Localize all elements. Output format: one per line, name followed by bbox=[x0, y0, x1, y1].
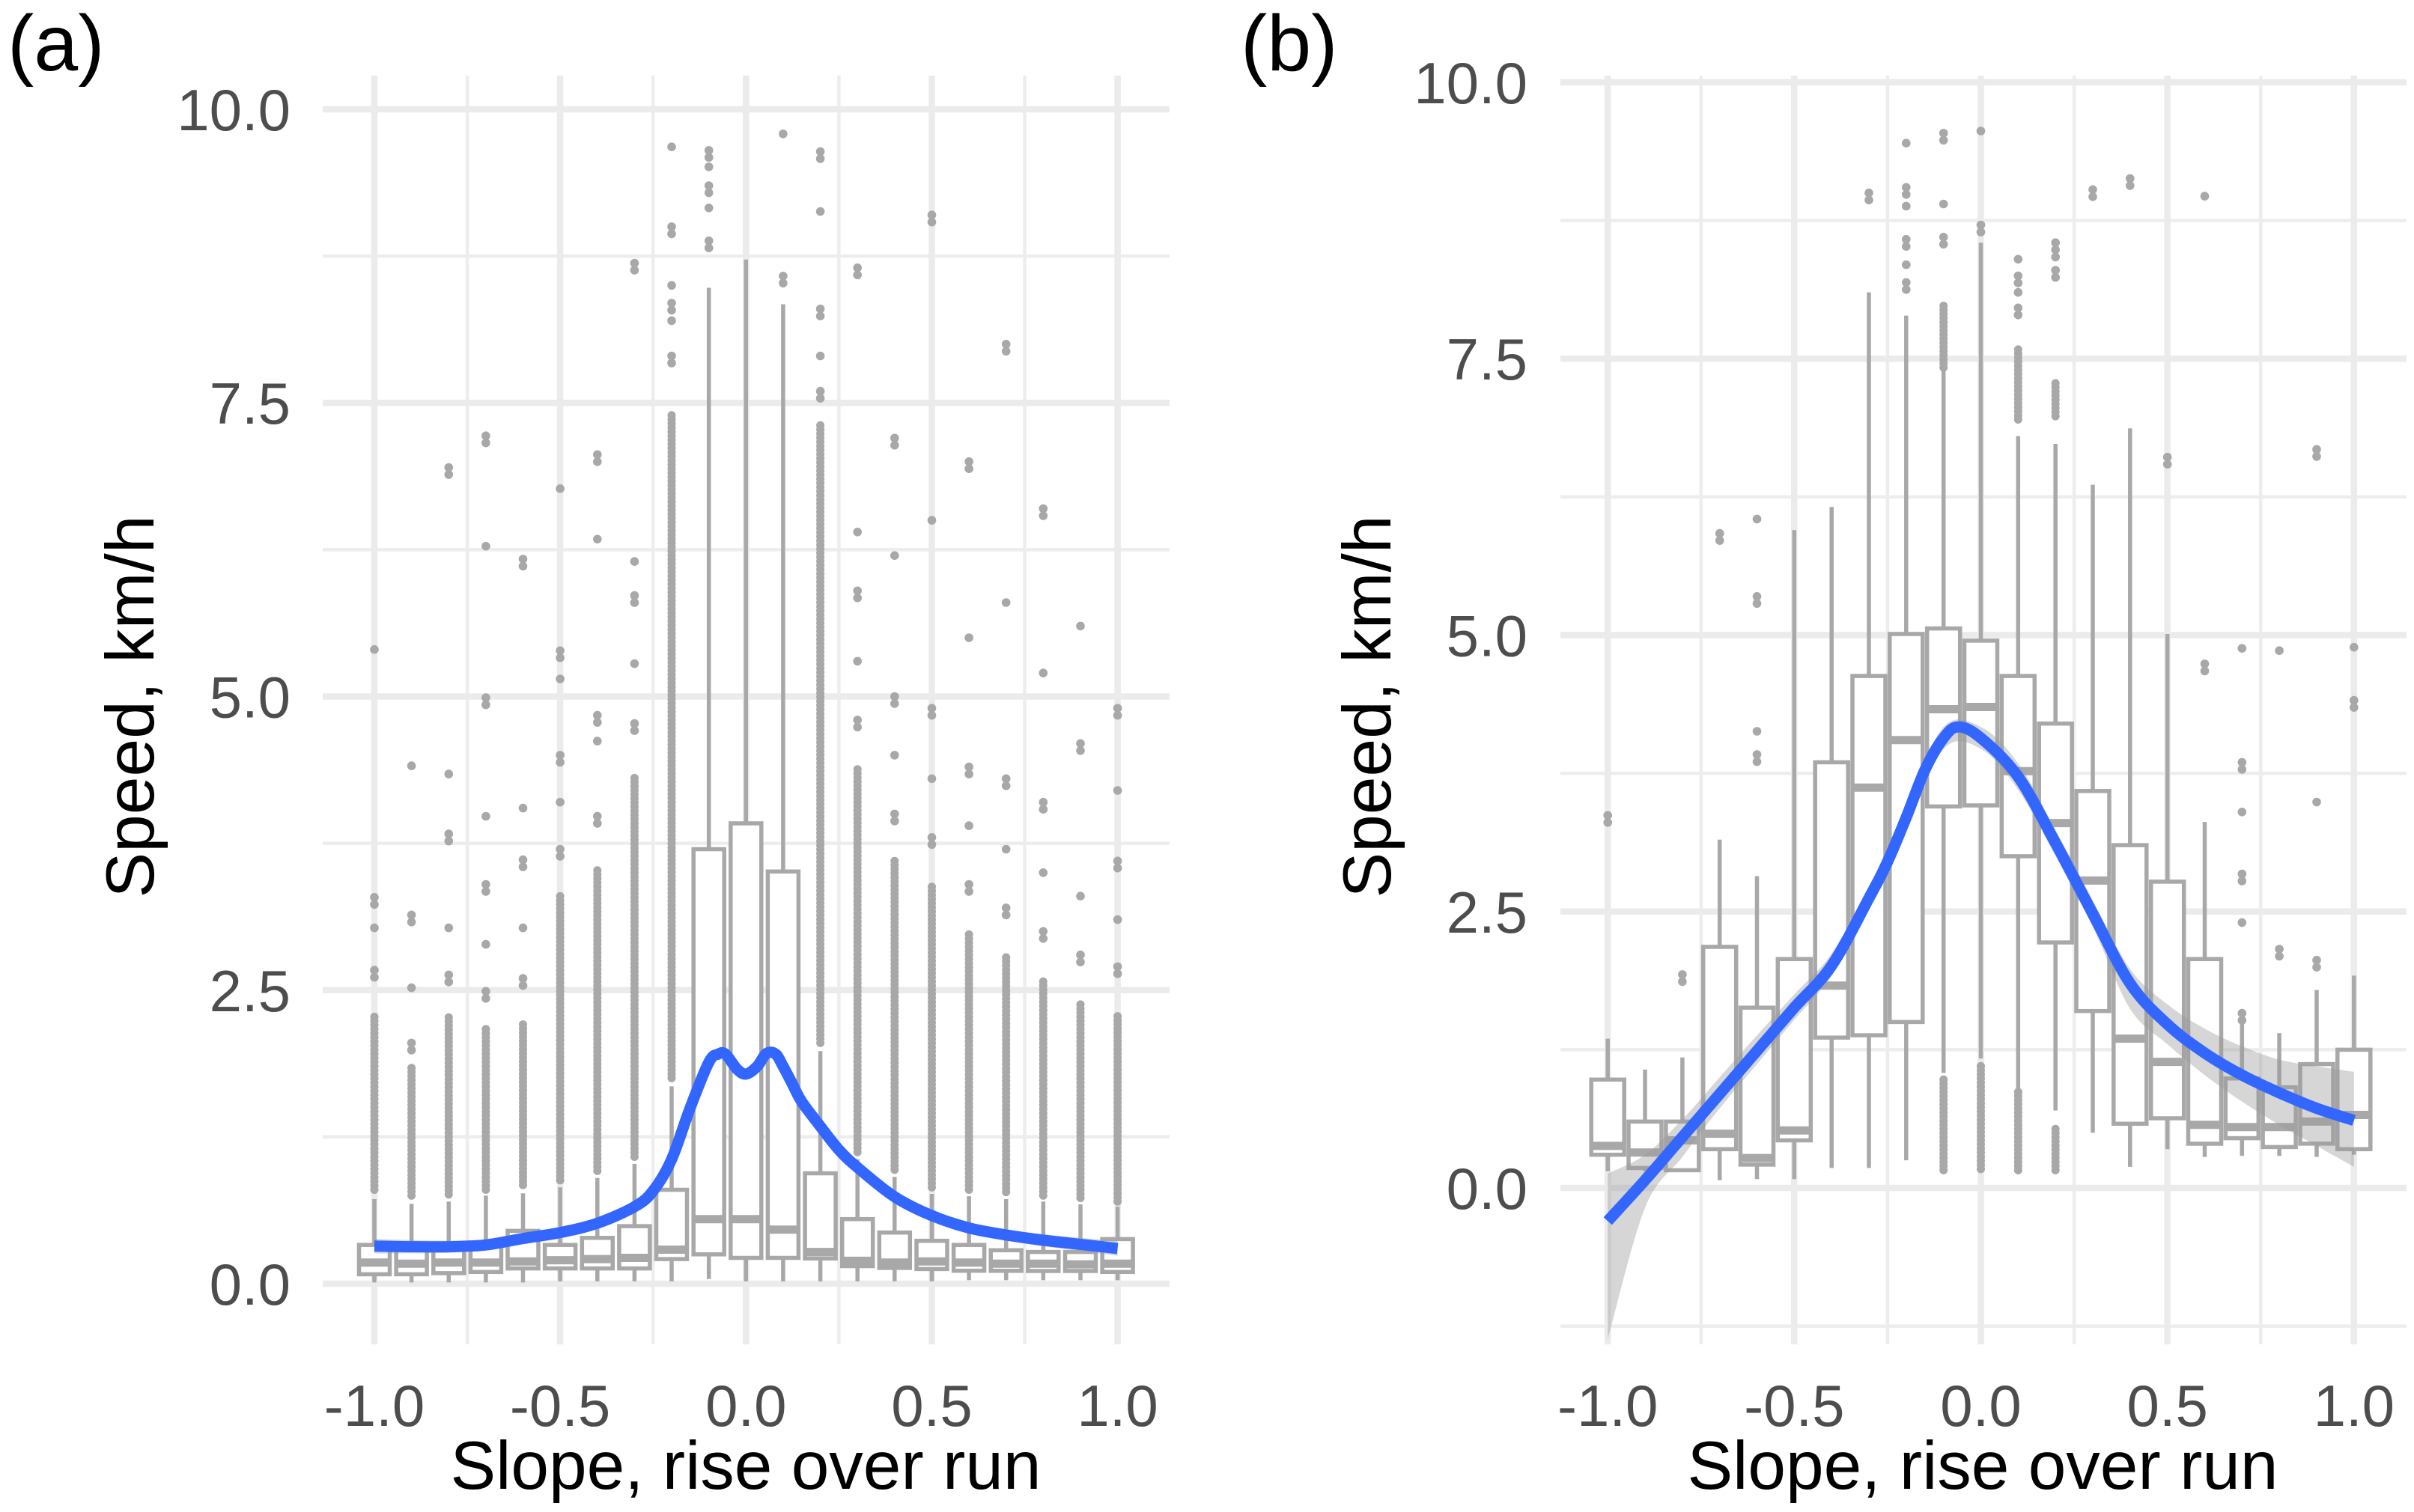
svg-text:2.5: 2.5 bbox=[210, 958, 291, 1024]
svg-text:-0.5: -0.5 bbox=[510, 1373, 610, 1439]
svg-text:0.0: 0.0 bbox=[705, 1373, 786, 1439]
svg-text:-0.5: -0.5 bbox=[1744, 1373, 1844, 1439]
svg-text:0.5: 0.5 bbox=[891, 1373, 972, 1439]
svg-text:0.0: 0.0 bbox=[1940, 1373, 2021, 1439]
svg-text:5.0: 5.0 bbox=[210, 665, 291, 731]
svg-text:0.0: 0.0 bbox=[210, 1252, 291, 1317]
svg-text:5.0: 5.0 bbox=[1447, 603, 1527, 669]
svg-text:(a): (a) bbox=[7, 0, 105, 88]
svg-text:Slope, rise over run: Slope, rise over run bbox=[1687, 1428, 2278, 1504]
svg-text:10.0: 10.0 bbox=[177, 77, 291, 143]
svg-text:0.0: 0.0 bbox=[1447, 1156, 1527, 1222]
svg-text:(b): (b) bbox=[1241, 0, 1338, 88]
svg-text:7.5: 7.5 bbox=[1447, 326, 1527, 392]
svg-text:1.0: 1.0 bbox=[1077, 1373, 1158, 1439]
svg-text:Speed, km/h: Speed, km/h bbox=[93, 516, 168, 898]
svg-text:-1.0: -1.0 bbox=[324, 1373, 425, 1439]
svg-text:10.0: 10.0 bbox=[1414, 50, 1527, 116]
svg-text:7.5: 7.5 bbox=[210, 371, 291, 436]
svg-text:Speed, km/h: Speed, km/h bbox=[1330, 516, 1405, 898]
svg-text:Slope, rise over run: Slope, rise over run bbox=[450, 1428, 1041, 1504]
svg-text:0.5: 0.5 bbox=[2126, 1373, 2207, 1439]
svg-text:2.5: 2.5 bbox=[1447, 880, 1527, 945]
svg-text:-1.0: -1.0 bbox=[1557, 1373, 1658, 1439]
svg-text:1.0: 1.0 bbox=[2314, 1373, 2395, 1439]
